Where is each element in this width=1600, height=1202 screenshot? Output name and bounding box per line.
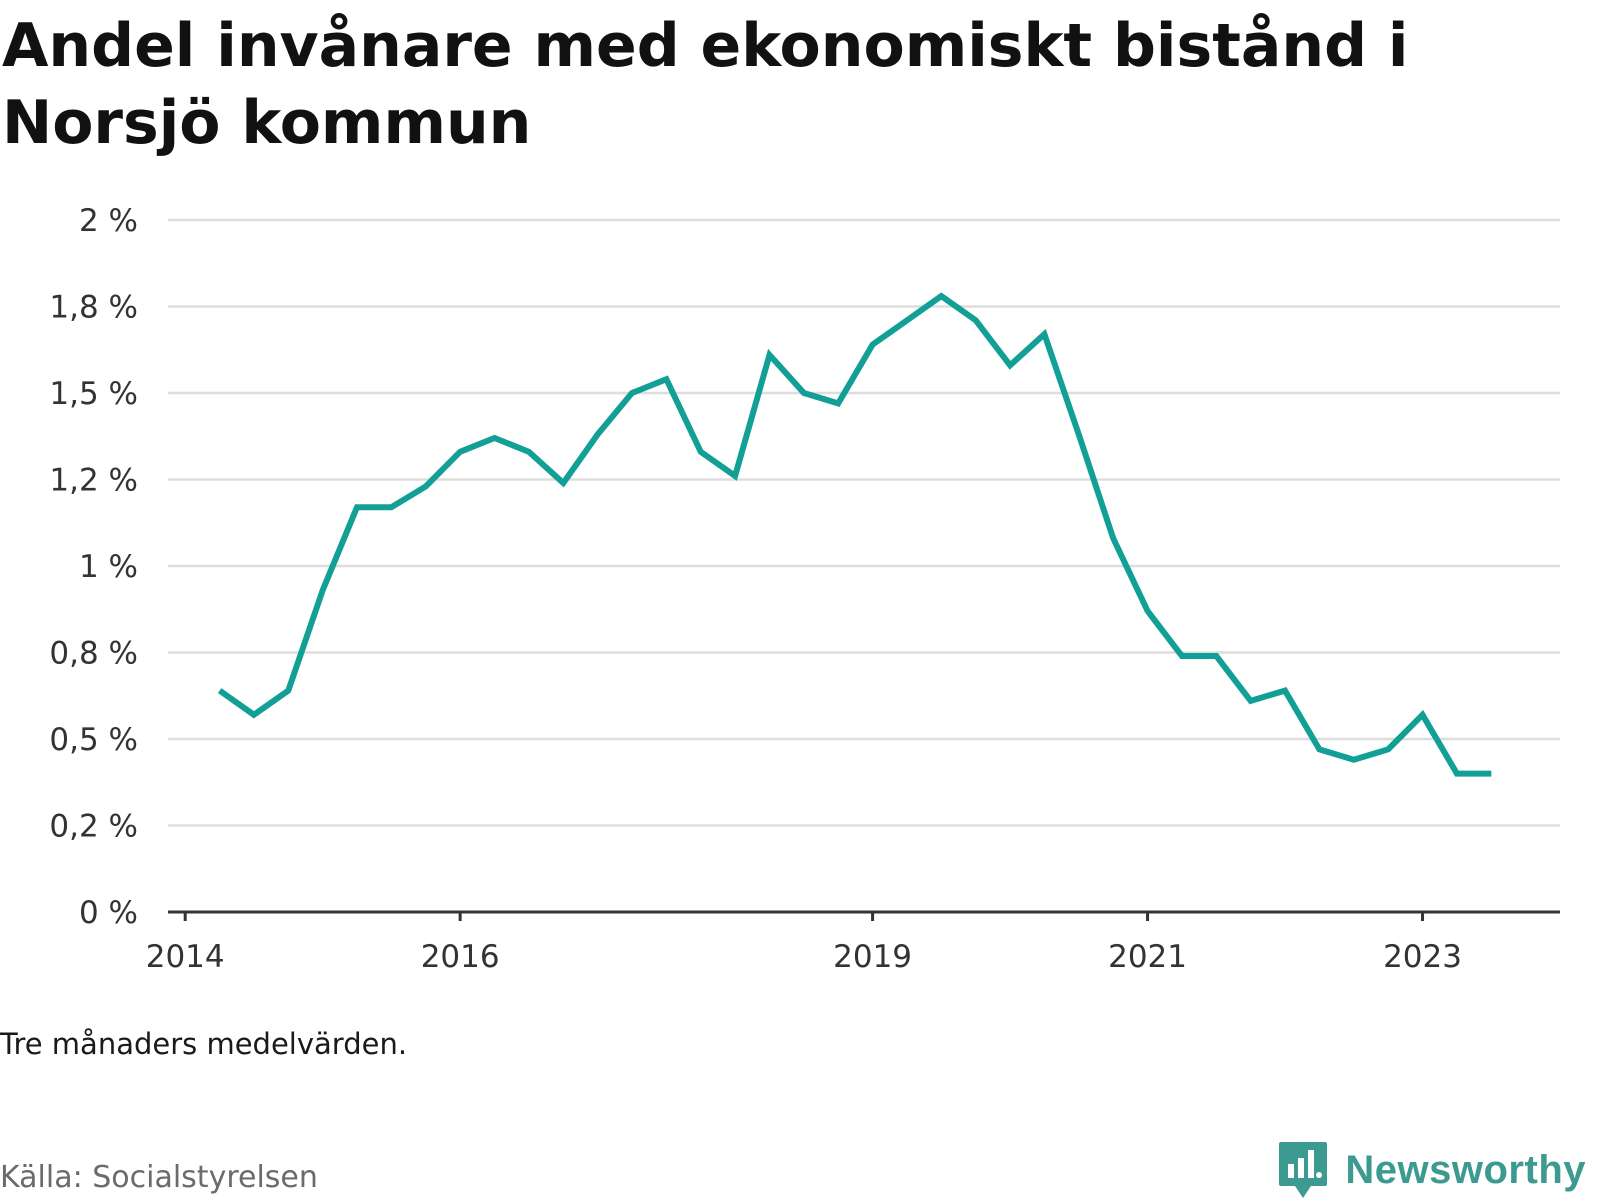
bar-chart-icon — [1277, 1140, 1329, 1200]
x-tick-label: 2021 — [1108, 939, 1187, 975]
chart-note: Tre månaders medelvärden. — [0, 1027, 408, 1061]
series-line — [217, 292, 1492, 777]
newsworthy-logo[interactable]: Newsworthy — [1277, 1138, 1586, 1202]
source-label: Källa: Socialstyrelsen — [0, 1160, 318, 1195]
data-series — [217, 292, 1492, 777]
chart-title: Andel invånare med ekonomiskt bistånd i … — [2, 11, 1409, 158]
y-tick-label: 1,2 % — [49, 463, 138, 499]
y-tick-label: 0,2 % — [49, 809, 138, 845]
line-chart: 0 %0,2 %0,5 %0,8 %1 %1,2 %1,5 %1,8 %2 % … — [49, 203, 1560, 975]
y-tick-label: 0,5 % — [49, 722, 138, 758]
x-tick-label: 2019 — [833, 939, 912, 975]
y-tick-label: 0 % — [79, 895, 138, 931]
y-axis-tick-labels: 0 % 0,2 % 0,5 % 0,8 % 1 % 1,2 % 1,5 % 1,8 % 2 % — [49, 203, 138, 931]
gridlines — [168, 218, 1560, 827]
x-axis: 2014 2016 2019 2021 2023 — [146, 910, 1560, 975]
x-tick-label: 2023 — [1383, 939, 1462, 975]
brand-name: Newsworthy — [1345, 1147, 1586, 1192]
y-tick-label: 1,5 % — [49, 376, 138, 412]
x-tick-label: 2014 — [146, 939, 225, 975]
y-tick-label: 1 % — [79, 549, 138, 585]
y-tick-label: 0,8 % — [49, 636, 138, 672]
y-tick-label: 2 % — [79, 203, 138, 239]
y-tick-label: 1,8 % — [49, 290, 138, 326]
x-tick-label: 2016 — [421, 939, 500, 975]
